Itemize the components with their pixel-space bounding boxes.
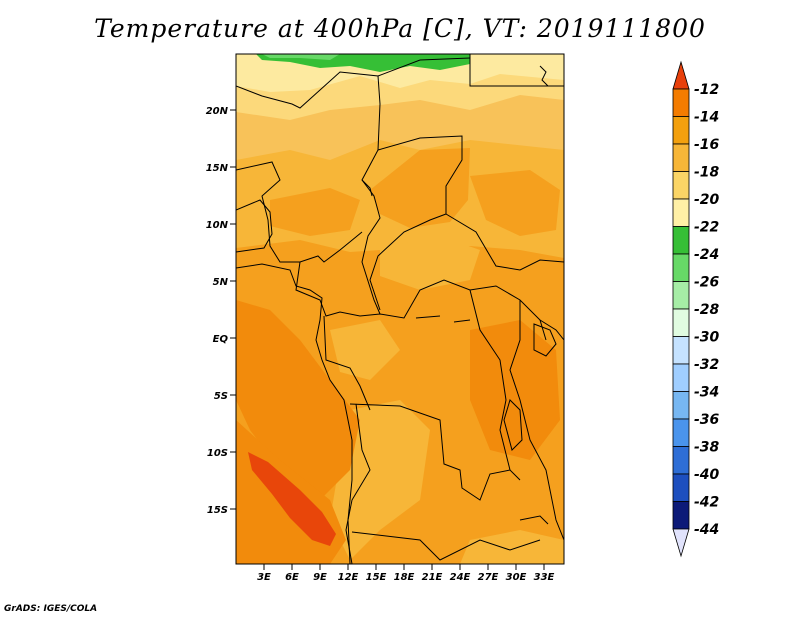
lon-label: 15E: [366, 572, 387, 583]
map-title: Temperature at 400hPa [C], VT: 201911180…: [94, 14, 706, 43]
lon-labels: 3E 6E 9E 12E 15E 18E 21E 24E 27E 30E 33E: [257, 572, 554, 583]
colorbar-label: -12: [694, 82, 719, 98]
colorbar-label: -20: [694, 192, 720, 208]
colorbar-swatch: [672, 143, 690, 172]
colorbar-label: -38: [694, 440, 720, 456]
colorbar-label: -22: [694, 220, 719, 236]
colorbar-swatch: [672, 418, 690, 447]
temperature-field: [236, 54, 564, 564]
lat-label: 5S: [214, 391, 228, 402]
colorbar-swatch: [672, 336, 690, 365]
lat-label: 10S: [207, 448, 228, 459]
lon-label: 6E: [285, 572, 299, 583]
lat-label: 15S: [207, 505, 228, 516]
plot-frame: [235, 53, 565, 565]
lon-label: 27E: [478, 572, 499, 583]
colorbar-label: -44: [694, 522, 719, 538]
colorbar-label: -24: [694, 247, 719, 263]
colorbar-swatch: [672, 501, 690, 530]
colorbar-label: -42: [694, 495, 719, 511]
grads-credit: GrADS: IGES/COLA: [4, 604, 98, 614]
lat-label: EQ: [213, 334, 229, 345]
colorbar-swatch: [672, 446, 690, 475]
lat-tick-marks: [230, 109, 236, 510]
lon-label: 21E: [422, 572, 443, 583]
lon-label: 24E: [450, 572, 471, 583]
lon-label: 30E: [506, 572, 527, 583]
colorbar-label: -18: [694, 165, 720, 181]
colorbar-label: -40: [694, 467, 720, 483]
colorbar-label: -16: [694, 137, 720, 153]
lat-label: 5N: [213, 277, 229, 288]
colorbar-swatch: [672, 226, 690, 255]
lon-label: 12E: [338, 572, 359, 583]
colorbar-label: -34: [694, 385, 719, 401]
colorbar-swatch: [672, 281, 690, 310]
colorbar-label: -30: [694, 330, 720, 346]
colorbar-label: -36: [694, 412, 720, 428]
colorbar-swatch: [672, 253, 690, 282]
colorbar-swatch: [672, 171, 690, 200]
colorbar-swatch: [672, 88, 690, 117]
lon-label: 18E: [394, 572, 415, 583]
colorbar-bottom-arrow: [672, 528, 690, 558]
colorbar-label: -32: [694, 357, 719, 373]
lon-label: 3E: [257, 572, 271, 583]
lon-tick-marks: [263, 564, 545, 570]
country-borders: [236, 54, 564, 564]
colorbar-swatch: [672, 198, 690, 227]
lon-label: 33E: [534, 572, 555, 583]
lat-labels: 20N 15N 10N 5N EQ 5S 10S 15S: [206, 106, 229, 516]
lon-label: 9E: [313, 572, 327, 583]
colorbar-swatch: [672, 116, 690, 145]
lat-label: 20N: [206, 106, 229, 117]
colorbar-swatch: [672, 473, 690, 502]
lat-label: 10N: [206, 220, 229, 231]
colorbar-top-arrow: [672, 60, 690, 90]
colorbar-label: -14: [694, 110, 719, 126]
colorbar-swatch: [672, 391, 690, 420]
lat-label: 15N: [206, 163, 229, 174]
colorbar: -12 -14 -16 -18 -20 -22 -24 -26 -28 -30 -32 -34 -36 -…: [672, 60, 720, 558]
colorbar-label: -26: [694, 275, 720, 291]
colorbar-label: -28: [694, 302, 720, 318]
colorbar-swatch: [672, 308, 690, 337]
colorbar-swatch: [672, 363, 690, 392]
